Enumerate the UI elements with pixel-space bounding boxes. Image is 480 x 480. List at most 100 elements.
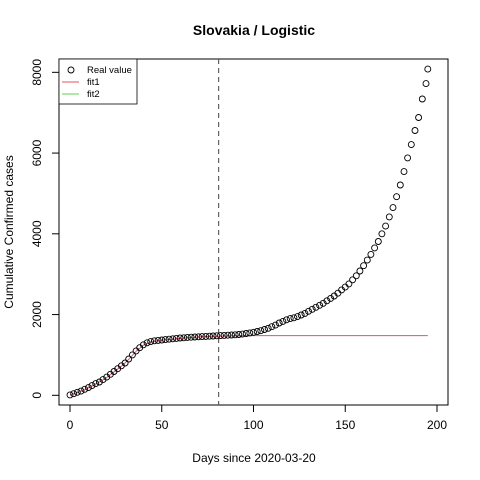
data-point <box>217 332 224 340</box>
data-point <box>183 333 191 341</box>
data-point <box>275 319 283 327</box>
data-point <box>396 181 404 189</box>
data-point <box>411 127 419 134</box>
data-point <box>242 330 250 337</box>
real-value-points <box>66 65 432 399</box>
data-point <box>424 65 432 73</box>
data-point <box>316 301 324 309</box>
data-point <box>422 80 430 88</box>
data-point <box>125 355 133 363</box>
x-tick-label: 150 <box>335 418 355 432</box>
data-point <box>352 272 360 280</box>
data-point <box>198 333 206 341</box>
data-point <box>224 331 232 339</box>
data-point <box>246 329 254 337</box>
legend-label-fit2: fit2 <box>87 89 100 100</box>
legend-label-fit1: fit1 <box>87 77 100 88</box>
data-point <box>389 204 397 212</box>
plot-frame <box>58 58 449 406</box>
x-axis-label: Days since 2020-03-20 <box>192 451 316 465</box>
legend: Real value fit1 fit2 <box>58 58 138 105</box>
x-axis: 0 50 100 150 200 <box>67 404 447 432</box>
data-point <box>253 328 261 335</box>
data-point <box>70 390 78 398</box>
data-point <box>407 141 415 149</box>
x-tick-label: 100 <box>243 418 263 432</box>
legend-point-marker <box>67 66 75 74</box>
y-tick-label: 2000 <box>30 301 44 328</box>
data-point <box>301 309 309 317</box>
data-point <box>418 95 426 103</box>
data-point <box>360 262 368 270</box>
data-point <box>169 335 177 343</box>
y-axis: 0 2000 4000 6000 8000 <box>30 59 60 399</box>
data-point <box>161 336 169 344</box>
x-tick-label: 50 <box>155 418 169 432</box>
data-point <box>268 323 276 331</box>
data-point <box>147 338 155 346</box>
data-point <box>261 326 268 333</box>
data-point <box>66 391 74 399</box>
data-point <box>128 351 136 359</box>
data-point <box>393 193 401 201</box>
data-point <box>404 154 412 162</box>
data-point <box>176 334 184 342</box>
data-point <box>239 330 246 338</box>
data-point <box>415 114 423 121</box>
data-point <box>286 315 294 323</box>
data-point <box>297 311 305 319</box>
data-point <box>235 331 243 338</box>
data-point <box>283 316 290 324</box>
data-point <box>345 280 353 288</box>
data-point <box>294 313 301 321</box>
data-point <box>264 324 272 332</box>
y-tick-label: 6000 <box>30 139 44 166</box>
data-point <box>143 339 151 347</box>
data-point <box>165 335 173 343</box>
data-point <box>88 382 96 390</box>
data-point <box>154 336 162 344</box>
chart-title: Slovakia / Logistic <box>193 22 315 38</box>
data-point <box>279 317 287 325</box>
data-point <box>378 230 386 238</box>
data-point <box>371 244 379 252</box>
data-point <box>92 380 100 388</box>
data-point <box>180 334 188 342</box>
x-tick-label: 200 <box>427 418 447 432</box>
data-point <box>191 333 199 341</box>
data-point <box>213 332 221 340</box>
y-tick-label: 8000 <box>30 59 44 86</box>
data-point <box>150 337 158 345</box>
data-point <box>356 267 364 275</box>
data-point <box>385 213 393 221</box>
data-point <box>367 250 375 258</box>
data-point <box>400 168 408 176</box>
data-point <box>121 359 129 367</box>
data-point <box>209 332 217 340</box>
legend-label-real-value: Real value <box>87 65 132 76</box>
data-point <box>323 297 331 305</box>
data-point <box>308 305 316 313</box>
data-point <box>231 331 239 339</box>
data-point <box>290 314 298 322</box>
data-point <box>374 238 382 245</box>
data-point <box>202 332 210 340</box>
data-point <box>187 333 195 341</box>
data-point <box>77 387 85 395</box>
data-point <box>257 327 265 335</box>
y-tick-label: 0 <box>30 392 44 399</box>
data-point <box>220 331 228 339</box>
x-tick-label: 0 <box>67 418 74 432</box>
data-point <box>81 385 89 393</box>
data-point <box>305 307 312 315</box>
data-point <box>206 332 213 340</box>
data-point <box>363 256 371 264</box>
data-point <box>195 333 202 341</box>
data-point <box>250 328 257 336</box>
data-point <box>84 384 92 392</box>
data-point <box>349 276 357 284</box>
data-point <box>172 334 180 342</box>
data-point <box>272 321 279 329</box>
y-axis-label: Cumulative Confirmed cases <box>2 155 16 308</box>
